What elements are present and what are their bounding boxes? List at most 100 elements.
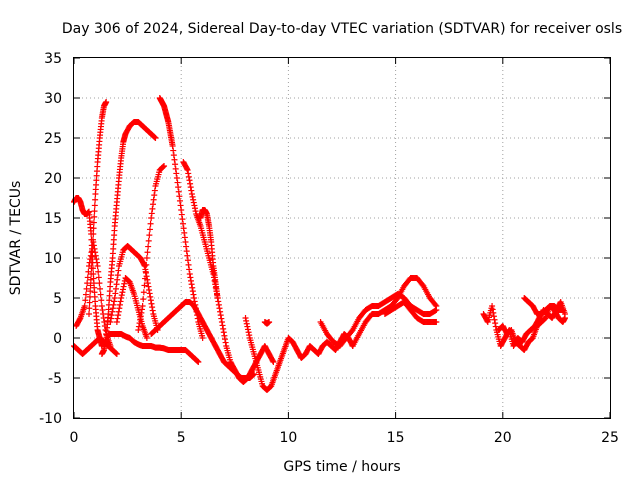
data-point	[187, 274, 194, 281]
data-point	[173, 170, 180, 177]
data-point	[149, 307, 156, 314]
data-point	[148, 300, 155, 307]
chart-title: Day 306 of 2024, Sidereal Day-to-day VTE…	[62, 21, 622, 37]
data-point	[270, 359, 277, 365]
y-tick-label: 25	[44, 131, 62, 147]
data-point	[114, 315, 121, 322]
series-arc18	[381, 299, 440, 325]
y-tick-label: 15	[44, 211, 62, 227]
data-point	[94, 263, 101, 269]
data-point	[92, 249, 99, 256]
data-point	[84, 280, 91, 287]
data-point	[89, 236, 96, 243]
data-point	[171, 156, 178, 163]
series-arc12	[197, 207, 221, 301]
data-point	[244, 323, 251, 330]
data-point	[88, 271, 95, 277]
data-point	[559, 307, 566, 313]
data-point	[432, 301, 439, 308]
data-point	[186, 177, 193, 184]
data-point	[152, 135, 159, 141]
data-point	[86, 293, 93, 300]
data-point	[269, 357, 276, 364]
data-point	[89, 253, 96, 260]
data-point	[187, 180, 194, 187]
data-point	[492, 320, 499, 327]
x-tick-label: 0	[70, 430, 79, 446]
data-point	[116, 305, 123, 312]
data-point	[190, 199, 197, 206]
data-point	[118, 292, 125, 299]
data-point	[115, 267, 122, 274]
data-point	[101, 319, 108, 325]
data-point	[90, 231, 97, 237]
data-point	[161, 163, 168, 169]
axis-ticks	[73, 57, 611, 419]
data-point	[561, 315, 568, 321]
data-point	[117, 298, 124, 305]
data-point	[186, 271, 193, 277]
data-point	[188, 277, 195, 284]
data-point	[92, 196, 99, 203]
data-point	[177, 202, 184, 209]
data-point	[147, 220, 154, 227]
data-point	[175, 184, 182, 191]
data-point	[184, 167, 191, 173]
data-point	[119, 289, 126, 296]
data-point	[180, 220, 187, 227]
data-point	[184, 257, 191, 264]
data-point	[107, 343, 114, 349]
data-point	[244, 326, 251, 333]
data-point	[186, 266, 193, 273]
data-point	[146, 226, 153, 233]
series-arc17	[349, 275, 440, 349]
plot-frame	[73, 57, 611, 419]
data-point	[217, 312, 224, 319]
series-arc14	[242, 315, 356, 393]
data-point	[91, 208, 98, 215]
data-point	[191, 295, 198, 301]
data-point	[484, 317, 491, 324]
data-point	[266, 319, 273, 325]
data-point	[107, 319, 114, 325]
data-point	[492, 323, 499, 330]
data-point	[179, 216, 186, 223]
x-tick-label: 15	[387, 430, 405, 446]
data-point	[103, 99, 110, 105]
data-point	[181, 229, 188, 236]
grid	[74, 58, 610, 418]
data-point	[109, 305, 116, 312]
data-point	[219, 322, 226, 329]
x-axis-label: GPS time / hours	[283, 459, 400, 475]
data-point	[116, 301, 123, 308]
data-point	[142, 268, 149, 275]
data-point	[111, 295, 118, 301]
data-point	[139, 303, 146, 309]
data-point	[221, 336, 228, 343]
data-point	[121, 280, 128, 287]
data-point	[140, 296, 147, 303]
data-point	[141, 282, 148, 289]
y-tick-label: 10	[44, 251, 62, 267]
data-point	[113, 319, 120, 325]
data-point	[120, 286, 127, 293]
data-point	[118, 295, 125, 301]
data-point	[489, 306, 496, 313]
data-point	[216, 305, 223, 312]
data-point	[191, 202, 198, 209]
data-point	[182, 239, 189, 245]
data-point	[174, 179, 181, 186]
data-point	[135, 327, 142, 333]
data-point	[135, 323, 142, 330]
data-point	[136, 320, 143, 327]
data-point	[148, 215, 155, 221]
data-point	[95, 268, 102, 275]
data-point	[150, 196, 157, 203]
data-point	[76, 316, 83, 323]
data-point	[221, 332, 228, 339]
data-point	[108, 315, 115, 322]
x-tick-label: 25	[601, 430, 619, 446]
y-axis-label: SDTVAR / TECUs	[8, 181, 24, 296]
data-point	[195, 359, 202, 365]
data-point	[215, 301, 222, 308]
